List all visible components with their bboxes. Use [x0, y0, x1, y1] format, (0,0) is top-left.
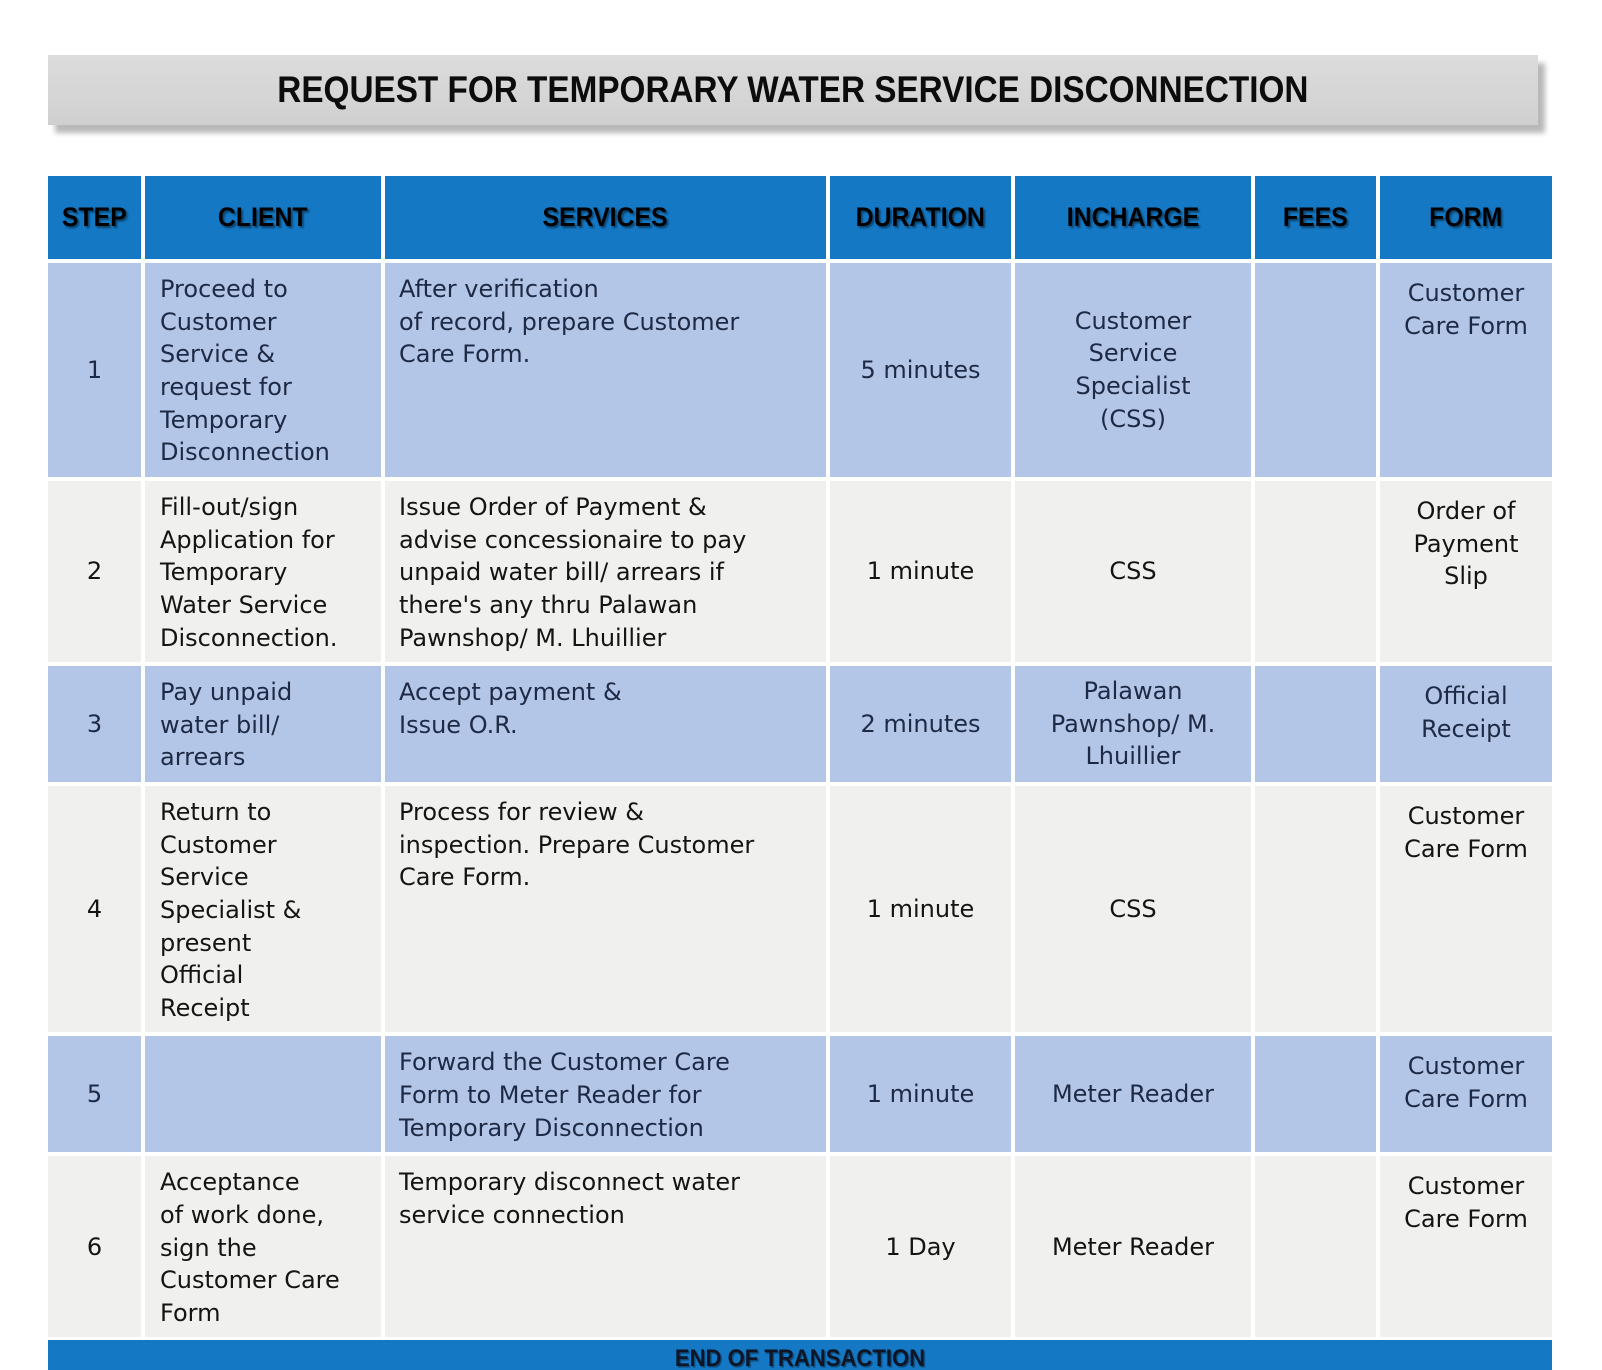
column-header-incharge: INCHARGE [1015, 176, 1255, 259]
cell-form: Customer Care Form [1380, 1032, 1552, 1153]
column-header-step: STEP [48, 176, 145, 259]
column-header-incharge-label: INCHARGE [1066, 202, 1200, 232]
column-header-fees: FEES [1255, 176, 1380, 259]
cell-duration: 1 Day [830, 1152, 1015, 1338]
cell-services: Forward the Customer Care Form to Meter … [385, 1032, 830, 1153]
charter-table-container: STEP CLIENT SERVICES DURATION INCHARGE F… [48, 176, 1552, 1370]
cell-services: After verification of record, prepare Cu… [385, 259, 830, 477]
cell-client: Fill-out/sign Application for Temporary … [145, 477, 385, 663]
column-header-duration-label: DURATION [855, 202, 986, 232]
cell-form: Customer Care Form [1380, 1152, 1552, 1338]
cell-duration: 1 minute [830, 1032, 1015, 1153]
cell-incharge: Palawan Pawnshop/ M. Lhuillier [1015, 662, 1255, 782]
table-row-step-6: 6 Acceptance of work done, sign the Cust… [48, 1152, 1552, 1338]
cell-client: Proceed to Customer Service & request fo… [145, 259, 385, 477]
cell-fees [1255, 259, 1380, 477]
cell-incharge: Meter Reader [1015, 1152, 1255, 1338]
cell-services: Accept payment & Issue O.R. [385, 662, 830, 782]
end-of-transaction-bar: END OF TRANSACTION [48, 1340, 1552, 1370]
cell-duration: 2 minutes [830, 662, 1015, 782]
table-row-step-5: 5 Forward the Customer Care Form to Mete… [48, 1032, 1552, 1153]
cell-incharge: CSS [1015, 782, 1255, 1033]
cell-duration: 1 minute [830, 477, 1015, 663]
cell-incharge: CSS [1015, 477, 1255, 663]
cell-fees [1255, 477, 1380, 663]
table-row-step-3: 3 Pay unpaid water bill/ arrears Accept … [48, 662, 1552, 782]
cell-form: Order of Payment Slip [1380, 477, 1552, 663]
cell-step: 5 [48, 1032, 145, 1153]
cell-fees [1255, 782, 1380, 1033]
cell-services: Process for review & inspection. Prepare… [385, 782, 830, 1033]
cell-step: 4 [48, 782, 145, 1033]
cell-client: Acceptance of work done, sign the Custom… [145, 1152, 385, 1338]
column-header-form-label: FORM [1429, 202, 1503, 232]
column-header-client-label: CLIENT [218, 202, 308, 232]
page-title: REQUEST FOR TEMPORARY WATER SERVICE DISC… [277, 69, 1309, 110]
table-row-step-2: 2 Fill-out/sign Application for Temporar… [48, 477, 1552, 663]
cell-step: 3 [48, 662, 145, 782]
cell-services: Temporary disconnect water service conne… [385, 1152, 830, 1338]
table-row-step-4: 4 Return to Customer Service Specialist … [48, 782, 1552, 1033]
cell-duration: 5 minutes [830, 259, 1015, 477]
cell-step: 6 [48, 1152, 145, 1338]
table-row-step-1: 1 Proceed to Customer Service & request … [48, 259, 1552, 477]
cell-incharge: Customer Service Specialist (CSS) [1015, 259, 1255, 477]
cell-fees [1255, 1152, 1380, 1338]
charter-table: STEP CLIENT SERVICES DURATION INCHARGE F… [48, 176, 1552, 1338]
column-header-form: FORM [1380, 176, 1552, 259]
cell-step: 1 [48, 259, 145, 477]
column-header-client: CLIENT [145, 176, 385, 259]
column-header-step-label: STEP [62, 202, 127, 232]
cell-form: Customer Care Form [1380, 259, 1552, 477]
column-header-duration: DURATION [830, 176, 1015, 259]
end-of-transaction-label: END OF TRANSACTION [674, 1344, 926, 1370]
cell-incharge: Meter Reader [1015, 1032, 1255, 1153]
cell-form: Customer Care Form [1380, 782, 1552, 1033]
column-header-services: SERVICES [385, 176, 830, 259]
cell-services: Issue Order of Payment & advise concessi… [385, 477, 830, 663]
title-bar: REQUEST FOR TEMPORARY WATER SERVICE DISC… [48, 55, 1538, 125]
column-header-services-label: SERVICES [542, 202, 669, 232]
cell-fees [1255, 1032, 1380, 1153]
cell-fees [1255, 662, 1380, 782]
cell-client: Pay unpaid water bill/ arrears [145, 662, 385, 782]
cell-client: Return to Customer Service Specialist & … [145, 782, 385, 1033]
header-row: STEP CLIENT SERVICES DURATION INCHARGE F… [48, 176, 1552, 259]
cell-client [145, 1032, 385, 1153]
cell-duration: 1 minute [830, 782, 1015, 1033]
column-header-fees-label: FEES [1283, 202, 1348, 232]
cell-step: 2 [48, 477, 145, 663]
cell-form: Official Receipt [1380, 662, 1552, 782]
